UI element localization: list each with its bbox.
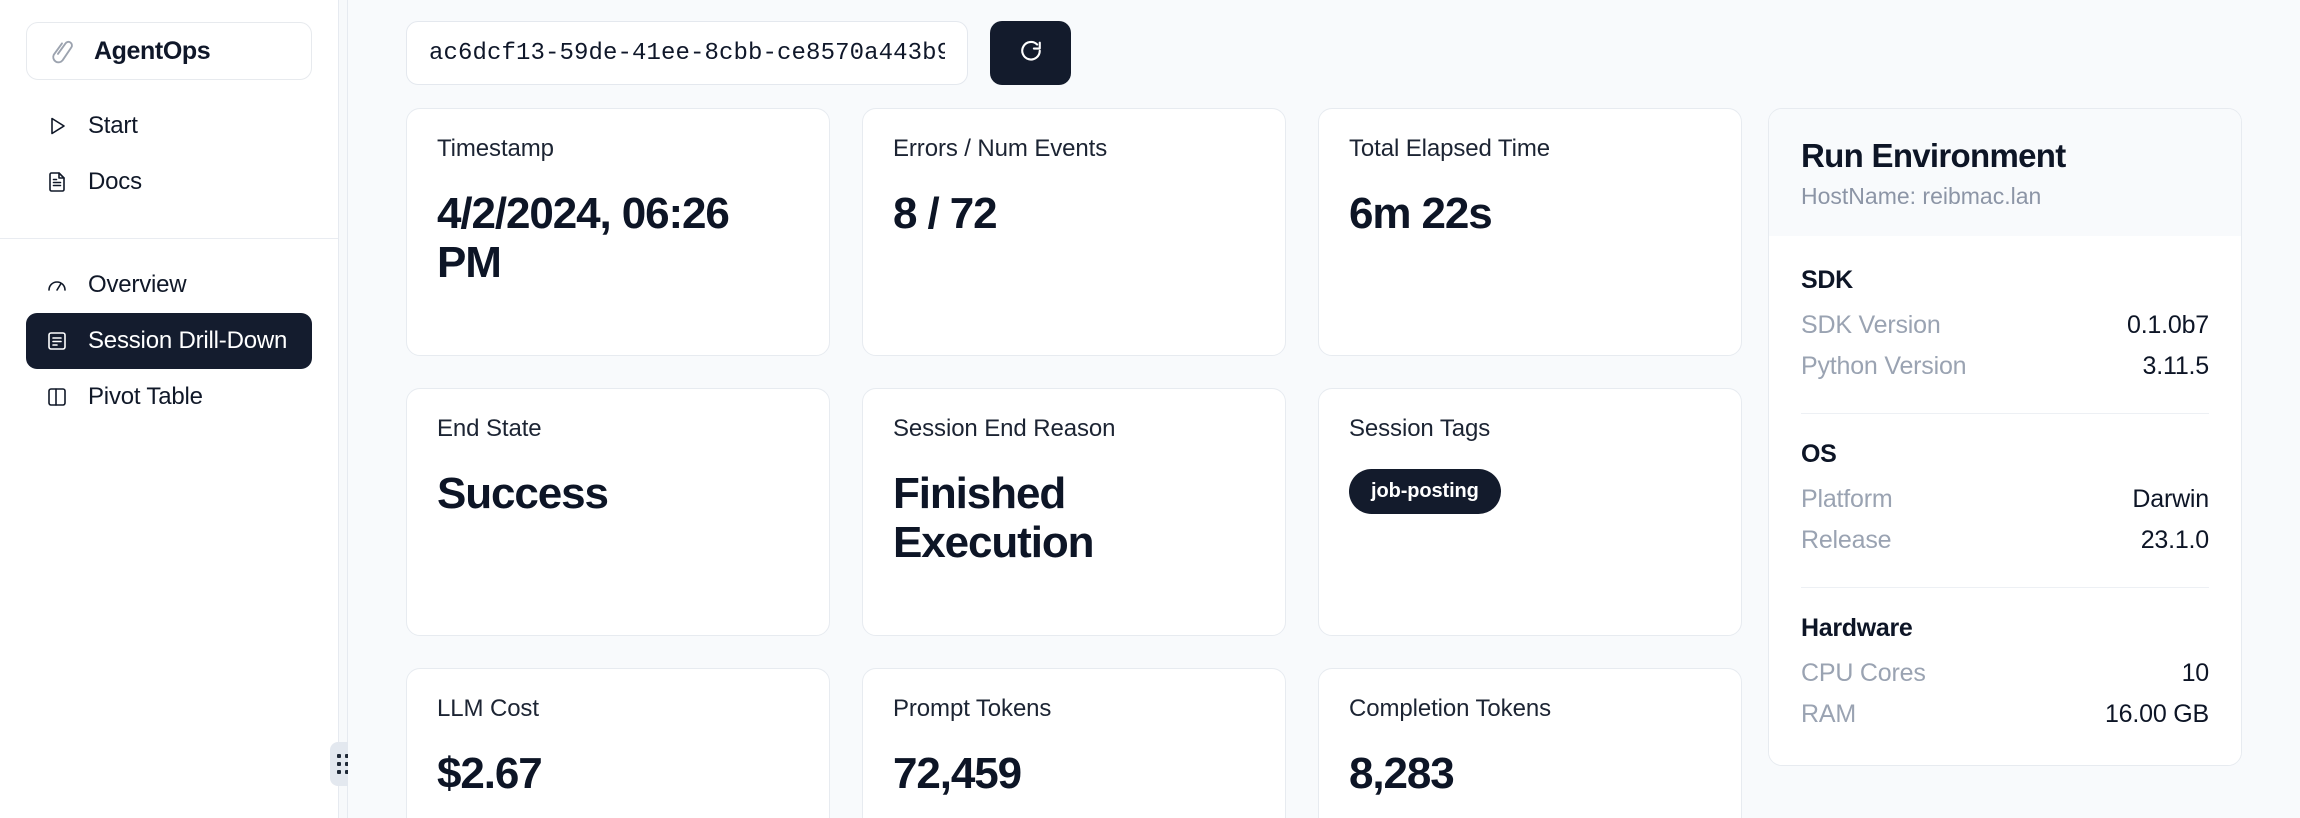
stat-card-label: Session Tags xyxy=(1349,415,1491,442)
sidebar-item-label: Session Drill-Down xyxy=(88,327,288,354)
stat-card-value: 72,459 xyxy=(893,749,1022,798)
env-section-title: Hardware xyxy=(1801,614,1913,642)
brand-container: AgentOps xyxy=(0,0,338,80)
sidebar-item-label: Pivot Table xyxy=(88,383,203,410)
sidebar-item-label: Overview xyxy=(88,271,187,298)
env-section-sdk: SDK SDK Version 0.1.0b7 Python Version 3… xyxy=(1801,240,2209,387)
gauge-icon xyxy=(44,272,70,298)
env-value: 16.00 GB xyxy=(2104,700,2209,728)
columns-icon xyxy=(44,384,70,410)
document-icon xyxy=(44,169,70,195)
env-value: Darwin xyxy=(2132,485,2209,513)
stat-card-value: 8 / 72 xyxy=(893,189,998,238)
stat-card-timestamp: Timestamp 4/2/2024, 06:26 PM xyxy=(406,108,830,356)
list-panel-icon xyxy=(44,328,70,354)
run-environment-header: Run Environment HostName: reibmac.lan xyxy=(1769,109,2241,236)
paperclip-icon xyxy=(47,36,77,66)
env-row: RAM 16.00 GB xyxy=(1801,694,2209,735)
env-key: SDK Version xyxy=(1801,311,1941,339)
stat-card-value: 8,283 xyxy=(1349,749,1455,798)
sidebar-item-pivot-table[interactable]: Pivot Table xyxy=(26,369,312,425)
brand-name: AgentOps xyxy=(94,36,211,65)
stat-card-label: Session End Reason xyxy=(893,415,1116,442)
main-content: Timestamp 4/2/2024, 06:26 PM Errors / Nu… xyxy=(348,0,2300,818)
sidebar: AgentOps Start xyxy=(0,0,338,818)
stat-card-total-elapsed-time: Total Elapsed Time 6m 22s xyxy=(1318,108,1742,356)
env-row: Platform Darwin xyxy=(1801,479,2209,520)
stat-card-end-state: End State Success xyxy=(406,388,830,636)
stat-card-value: 4/2/2024, 06:26 PM xyxy=(437,189,730,288)
env-row: Python Version 3.11.5 xyxy=(1801,346,2209,387)
stat-card-value: $2.67 xyxy=(437,749,543,798)
page-title: Run Environment xyxy=(1801,137,2066,174)
stat-card-session-end-reason: Session End Reason Finished Execution xyxy=(862,388,1286,636)
sidebar-divider xyxy=(0,238,338,239)
sidebar-item-session-drill-down[interactable]: Session Drill-Down xyxy=(26,313,312,369)
stat-card-label: Total Elapsed Time xyxy=(1349,135,1550,162)
stat-card-label: Prompt Tokens xyxy=(893,695,1052,722)
brand-logo-button[interactable]: AgentOps xyxy=(26,22,312,80)
refresh-button[interactable] xyxy=(990,21,1071,85)
sidebar-item-docs[interactable]: Docs xyxy=(26,154,312,210)
env-section-title: SDK xyxy=(1801,266,1853,294)
env-key: RAM xyxy=(1801,700,1856,728)
env-section-hardware: Hardware CPU Cores 10 RAM 16.00 GB xyxy=(1801,587,2209,735)
sidebar-item-overview[interactable]: Overview xyxy=(26,257,312,313)
env-value: 0.1.0b7 xyxy=(2126,311,2209,339)
stat-card-label: Errors / Num Events xyxy=(893,135,1108,162)
session-id-input[interactable] xyxy=(406,21,968,85)
run-environment-panel: Run Environment HostName: reibmac.lan SD… xyxy=(1768,108,2242,766)
stat-card-value: 6m 22s xyxy=(1349,189,1493,238)
env-key: CPU Cores xyxy=(1801,659,1926,687)
stat-card-value: Success xyxy=(437,469,609,518)
env-section-title: OS xyxy=(1801,440,1837,468)
stat-card-label: LLM Cost xyxy=(437,695,539,722)
toolbar xyxy=(348,0,2300,92)
stat-card-llm-cost: LLM Cost $2.67 xyxy=(406,668,830,818)
env-row: CPU Cores 10 xyxy=(1801,653,2209,694)
sidebar-item-start[interactable]: Start xyxy=(26,98,312,154)
sidebar-resize-divider[interactable] xyxy=(330,0,356,818)
stat-card-session-tags: Session Tags job-posting xyxy=(1318,388,1742,636)
sidebar-top-group: Start Docs xyxy=(0,80,338,210)
hostname-text: HostName: reibmac.lan xyxy=(1801,183,2042,209)
env-value: 3.11.5 xyxy=(2142,352,2210,380)
grip-dots-icon xyxy=(337,754,349,774)
env-row: Release 23.1.0 xyxy=(1801,520,2209,561)
sidebar-item-label: Start xyxy=(88,112,138,139)
stat-card-completion-tokens: Completion Tokens 8,283 xyxy=(1318,668,1742,818)
stat-card-errors-num-events: Errors / Num Events 8 / 72 xyxy=(862,108,1286,356)
stat-card-value: Finished Execution xyxy=(893,469,1094,568)
run-environment-body: SDK SDK Version 0.1.0b7 Python Version 3… xyxy=(1769,236,2241,765)
status-badge[interactable]: job-posting xyxy=(1349,469,1501,514)
play-triangle-icon xyxy=(44,113,70,139)
stat-card-prompt-tokens: Prompt Tokens 72,459 xyxy=(862,668,1286,818)
env-value: 10 xyxy=(2181,659,2210,687)
dashboard-body: Timestamp 4/2/2024, 06:26 PM Errors / Nu… xyxy=(348,92,2300,818)
refresh-icon xyxy=(1016,37,1046,70)
stat-card-grid: Timestamp 4/2/2024, 06:26 PM Errors / Nu… xyxy=(406,108,1742,818)
env-key: Python Version xyxy=(1801,352,1967,380)
env-key: Platform xyxy=(1801,485,1893,513)
sidebar-item-label: Docs xyxy=(88,168,142,195)
env-section-os: OS Platform Darwin Release 23.1.0 xyxy=(1801,413,2209,561)
env-key: Release xyxy=(1801,526,1892,554)
stat-cards-area: Timestamp 4/2/2024, 06:26 PM Errors / Nu… xyxy=(406,108,1742,818)
stat-card-label: Completion Tokens xyxy=(1349,695,1551,722)
stat-card-label: Timestamp xyxy=(437,135,554,162)
stat-card-label: End State xyxy=(437,415,542,442)
env-value: 23.1.0 xyxy=(2140,526,2210,554)
env-row: SDK Version 0.1.0b7 xyxy=(1801,305,2209,346)
sidebar-nav-group: Overview Session Drill-Down xyxy=(0,239,338,425)
